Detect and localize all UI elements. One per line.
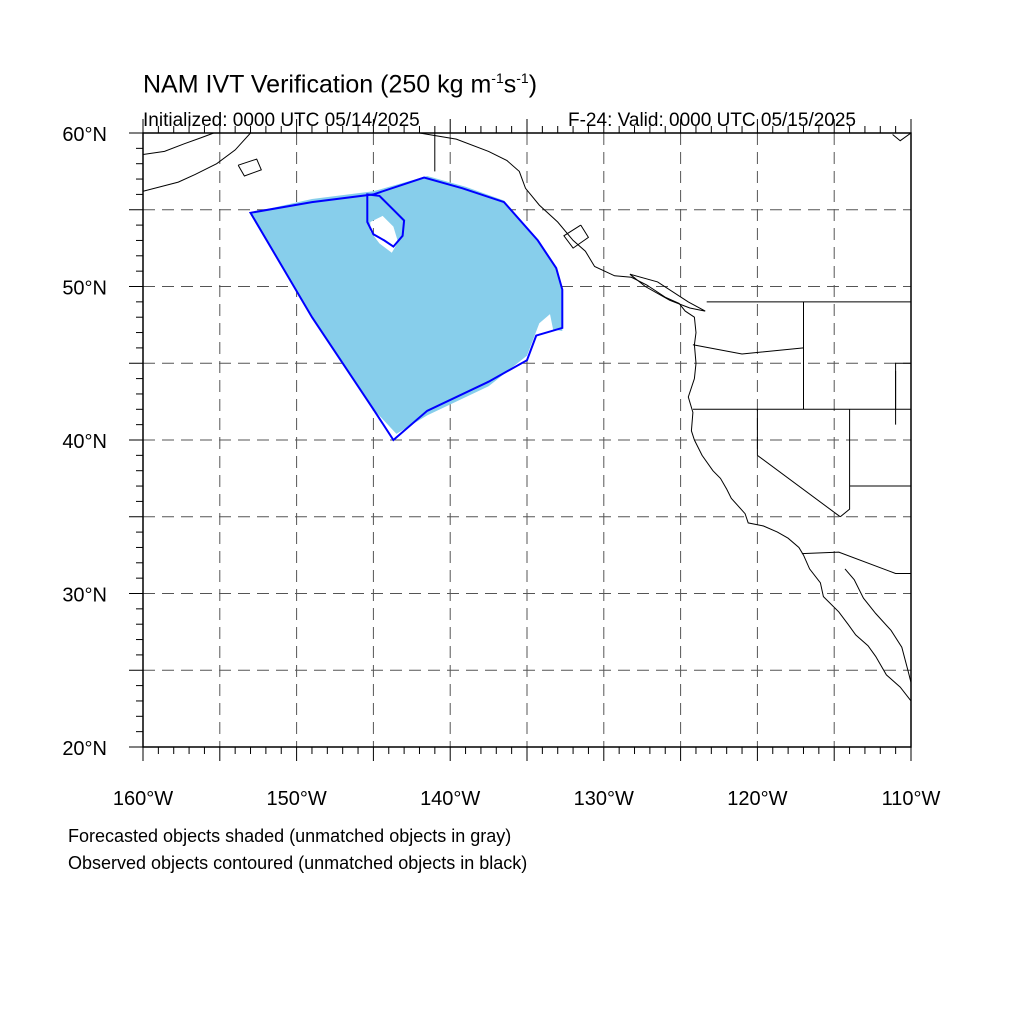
boundary-line	[756, 409, 841, 518]
coastline	[629, 273, 706, 312]
lon-label: 120°W	[727, 788, 787, 810]
title-mid: s	[503, 70, 517, 99]
lon-label: 130°W	[574, 788, 634, 810]
observed-object-contour	[248, 176, 564, 442]
lon-label: 110°W	[882, 788, 941, 810]
coastline	[419, 133, 911, 702]
lon-label: 150°W	[266, 788, 326, 810]
title-main: NAM IVT Verification (250 kg m	[143, 70, 492, 99]
chart-title: NAM IVT Verification (250 kg m-1s-1)	[143, 70, 537, 99]
coastline	[892, 133, 911, 142]
valid-time-label: F-24: Valid: 0000 UTC 05/15/2025	[568, 110, 856, 131]
boundary-line	[801, 551, 911, 574]
lat-label: 60°N	[62, 124, 107, 146]
title-end: )	[528, 70, 538, 99]
coastline	[143, 133, 214, 155]
political-boundaries	[434, 133, 911, 574]
lat-label: 50°N	[62, 278, 107, 300]
forecast-note: Forecasted objects shaded (unmatched obj…	[68, 826, 512, 846]
coastline	[237, 158, 262, 177]
observed-object-hole-contour	[366, 193, 406, 248]
init-time-label: Initialized: 0000 UTC 05/14/2025	[143, 110, 420, 131]
coastline	[143, 133, 251, 192]
coastlines	[143, 133, 911, 702]
boundary-line	[839, 409, 851, 518]
forecast-object	[250, 176, 563, 434]
lon-label: 140°W	[420, 788, 480, 810]
lat-label: 30°N	[62, 585, 107, 607]
boundary-line	[692, 344, 804, 355]
observed-note: Observed objects contoured (unmatched ob…	[68, 853, 528, 873]
coastline	[563, 224, 590, 249]
axis-labels: 160°W 150°W 140°W 130°W 120°W 110°W 60°N 50°N 40…	[62, 124, 940, 810]
lon-label: 160°W	[113, 788, 173, 810]
title-exp-1: -1	[491, 70, 504, 86]
title-exp-2: -1	[516, 70, 529, 86]
lat-label: 20°N	[62, 738, 107, 760]
coastline	[844, 568, 911, 683]
boundary-line	[895, 362, 911, 425]
lat-label: 40°N	[62, 431, 107, 453]
axis-ticks	[129, 119, 912, 761]
